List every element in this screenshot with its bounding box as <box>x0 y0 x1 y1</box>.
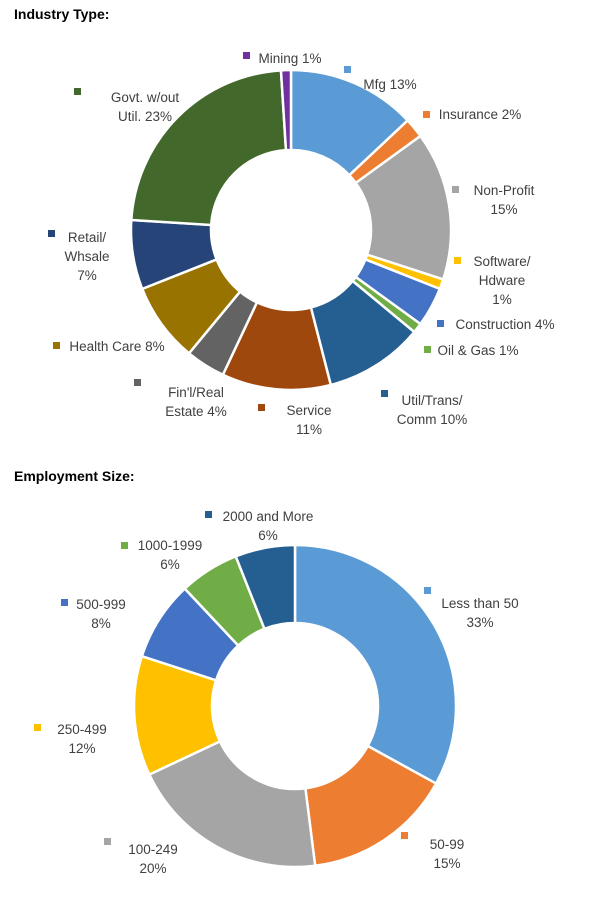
label-text-software-hdware: Software/ <box>473 254 530 269</box>
label-text-2000-and-more: 6% <box>258 528 278 543</box>
label-text-2000-and-more: 2000 and More <box>223 509 314 524</box>
employment-size-donut-chart: Less than 50 33% 50-99 15% 100-249 20% 250-499… <box>34 509 519 876</box>
legend-marker-govt-w-out-util <box>74 88 81 95</box>
industry-type-donut-chart: Mfg 13% Insurance 2% Non-Profit 15% Software… <box>48 51 555 437</box>
label-text-govt-w-out-util: Govt. w/out <box>111 90 180 105</box>
label-text-insurance: Insurance 2% <box>439 107 522 122</box>
label-text-50-99: 15% <box>433 856 460 871</box>
label-text-oil-gas: Oil & Gas 1% <box>437 343 518 358</box>
label-text-mfg: Mfg 13% <box>363 77 416 92</box>
label-text-service: Service <box>286 403 331 418</box>
label-text-retail-whsale: Whsale <box>64 249 109 264</box>
label-text-mining: Mining 1% <box>258 51 321 66</box>
legend-marker-util-trans-comm <box>381 390 388 397</box>
legend-marker-oil-gas <box>424 346 431 353</box>
legend-marker-retail-whsale <box>48 230 55 237</box>
industry-type-title: Industry Type: <box>14 6 110 22</box>
legend-marker-mining <box>243 52 250 59</box>
label-text-100-249: 20% <box>139 861 166 876</box>
legend-marker-health-care <box>53 342 60 349</box>
employment-size-title: Employment Size: <box>14 468 135 484</box>
legend-marker-1000-1999 <box>121 542 128 549</box>
data-label-software-hdware: Software/Hdware 1% <box>454 254 531 307</box>
label-text-util-trans-comm: Util/Trans/ <box>401 393 462 408</box>
data-label-health-care: Health Care 8% <box>53 339 165 354</box>
label-text-service: 11% <box>296 422 322 437</box>
label-text-250-499: 12% <box>68 741 95 756</box>
label-text-1000-1999: 6% <box>160 557 180 572</box>
label-text-1000-1999: 1000-1999 <box>138 538 203 553</box>
label-text-50-99: 50-99 <box>430 837 465 852</box>
label-text-fin-l-real-estate: Fin'l/Real <box>168 385 224 400</box>
data-label-service: Service 11% <box>258 403 332 437</box>
data-label-50-99: 50-99 15% <box>401 832 464 871</box>
data-label-construction: Construction 4% <box>437 317 555 332</box>
legend-marker-500-999 <box>61 599 68 606</box>
slice-100-249 <box>147 739 317 869</box>
data-label-mining: Mining 1% <box>243 51 322 66</box>
slice-mining <box>279 68 293 152</box>
label-text-govt-w-out-util: Util. 23% <box>118 109 172 124</box>
legend-marker-mfg <box>344 66 351 73</box>
data-label-mfg: Mfg 13% <box>344 66 417 92</box>
data-label-govt-w-out-util: Govt. w/out Util. 23% <box>74 88 179 124</box>
legend-marker-50-99 <box>401 832 408 839</box>
legend-marker-service <box>258 404 265 411</box>
legend-marker-construction <box>437 320 444 327</box>
label-text-less-than-50: Less than 50 <box>441 596 518 611</box>
label-text-construction: Construction 4% <box>455 317 554 332</box>
data-label-2000-and-more: 2000 and More 6% <box>205 509 313 543</box>
label-text-retail-whsale: 7% <box>77 268 97 283</box>
legend-marker-software-hdware <box>454 257 461 264</box>
data-label-250-499: 250-499 12% <box>34 722 107 756</box>
data-label-100-249: 100-249 20% <box>104 838 178 876</box>
label-text-less-than-50: 33% <box>466 615 493 630</box>
label-text-non-profit: 15% <box>490 202 517 217</box>
legend-marker-100-249 <box>104 838 111 845</box>
legend-marker-less-than-50 <box>424 587 431 594</box>
label-text-100-249: 100-249 <box>128 842 178 857</box>
data-label-non-profit: Non-Profit 15% <box>452 183 535 217</box>
label-text-software-hdware: Hdware <box>479 273 526 288</box>
data-label-util-trans-comm: Util/Trans/Comm 10% <box>381 390 467 427</box>
slice-govt-w-out-util <box>129 68 288 227</box>
legend-marker-fin-l-real-estate <box>134 379 141 386</box>
data-label-1000-1999: 1000-1999 6% <box>121 538 202 572</box>
legend-marker-insurance <box>423 111 430 118</box>
label-text-util-trans-comm: Comm 10% <box>397 412 468 427</box>
data-label-retail-whsale: Retail/Whsale 7% <box>48 230 110 283</box>
label-text-250-499: 250-499 <box>57 722 107 737</box>
data-label-less-than-50: Less than 50 33% <box>424 587 519 630</box>
label-text-500-999: 8% <box>91 616 111 631</box>
data-label-oil-gas: Oil & Gas 1% <box>424 343 519 358</box>
data-label-500-999: 500-999 8% <box>61 597 126 631</box>
legend-marker-non-profit <box>452 186 459 193</box>
data-label-insurance: Insurance 2% <box>423 107 521 122</box>
data-label-fin-l-real-estate: Fin'l/Real Estate 4% <box>134 379 227 419</box>
label-text-500-999: 500-999 <box>76 597 126 612</box>
label-text-software-hdware: 1% <box>492 292 512 307</box>
legend-marker-2000-and-more <box>205 511 212 518</box>
legend-marker-250-499 <box>34 724 41 731</box>
label-text-retail-whsale: Retail/ <box>68 230 107 245</box>
label-text-non-profit: Non-Profit <box>474 183 535 198</box>
label-text-fin-l-real-estate: Estate 4% <box>165 404 227 419</box>
slice-2000-and-more <box>234 543 297 631</box>
slice-less-than-50 <box>293 543 458 786</box>
label-text-health-care: Health Care 8% <box>69 339 164 354</box>
